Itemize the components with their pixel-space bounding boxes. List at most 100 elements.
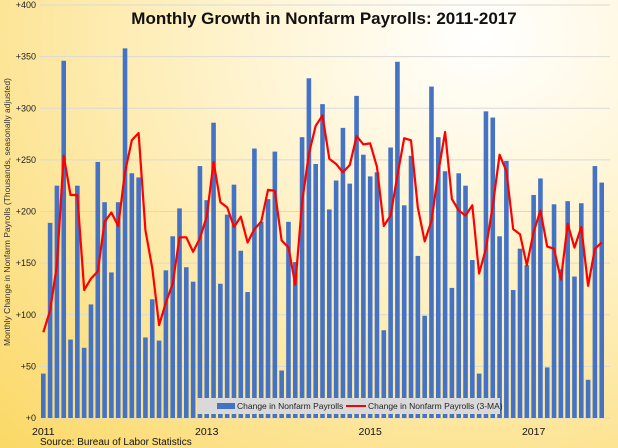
bar (599, 182, 605, 418)
bar (531, 194, 536, 418)
bar (320, 104, 325, 419)
y-tick-labels: +0 +50 +100 +150 +200 +250 +300 +350 +40… (16, 0, 36, 423)
bar (470, 260, 475, 418)
bar (538, 178, 543, 418)
bar (585, 379, 591, 418)
x-tick-label: 2011 (32, 426, 55, 438)
bar (129, 173, 135, 418)
bar (449, 287, 455, 418)
x-tick-labels: 2011 2013 2015 2017 (32, 426, 545, 438)
bar (95, 161, 101, 418)
bar (231, 184, 237, 418)
bar (102, 202, 107, 418)
bar (211, 122, 216, 418)
y-tick-label: +400 (16, 0, 36, 10)
y-axis-title: Monthly Change in Nonfarm Payrolls (Thou… (2, 78, 12, 346)
y-tick-label: +250 (16, 155, 36, 165)
bar (292, 262, 298, 418)
bar (524, 265, 530, 418)
bar (415, 255, 421, 418)
bar (115, 202, 121, 418)
bar (565, 201, 570, 418)
x-tick-label: 2015 (359, 426, 383, 438)
bar (333, 180, 339, 418)
bar (68, 339, 73, 418)
bar (497, 236, 502, 418)
bar (47, 222, 53, 418)
bar-series (41, 48, 605, 419)
bar (272, 151, 278, 419)
bar (592, 166, 598, 418)
bar (252, 148, 257, 418)
bar (218, 283, 223, 418)
y-tick-label: +300 (16, 103, 36, 113)
bar (490, 117, 496, 418)
bar (408, 155, 414, 418)
bar (81, 347, 87, 418)
bar (504, 160, 509, 418)
bar (61, 60, 67, 418)
legend: Change in Nonfarm Payrolls Change in Non… (197, 398, 503, 414)
bar (75, 185, 80, 418)
bar (435, 137, 441, 418)
bar (170, 236, 175, 418)
bar (224, 214, 230, 418)
bar (41, 373, 46, 418)
bar (551, 204, 557, 418)
bar (190, 281, 196, 418)
bar (143, 337, 148, 418)
bar (156, 340, 162, 418)
bar (483, 111, 489, 418)
y-tick-label: +0 (26, 413, 36, 423)
bar (429, 86, 434, 418)
bar (306, 78, 312, 419)
bar (517, 248, 523, 418)
bar (354, 95, 359, 419)
bar (149, 299, 155, 418)
bar (184, 267, 189, 418)
y-tick-label: +100 (16, 310, 36, 320)
x-tick-label: 2017 (522, 426, 546, 438)
bar (374, 172, 380, 418)
bar (286, 221, 291, 418)
bar (476, 373, 482, 418)
bar (367, 176, 373, 418)
y-tick-label: +350 (16, 52, 36, 62)
bar (299, 137, 305, 418)
bar (327, 209, 332, 418)
bar (265, 199, 271, 418)
bar (401, 205, 407, 418)
bar (578, 203, 584, 418)
bar (122, 48, 128, 419)
legend-bar-swatch (217, 403, 235, 409)
chart-title: Monthly Growth in Nonfarm Payrolls: 2011… (131, 9, 516, 28)
gridlines (40, 4, 610, 419)
bar (572, 276, 577, 418)
bar (463, 185, 468, 418)
bar (197, 166, 203, 418)
bar (204, 200, 210, 418)
bar (177, 208, 182, 418)
bar (54, 185, 60, 418)
bar (395, 61, 400, 418)
y-tick-label: +150 (16, 258, 36, 268)
bar (258, 221, 264, 418)
bar (544, 367, 550, 418)
bar (347, 183, 353, 418)
bar (163, 270, 169, 418)
bar (313, 164, 318, 418)
bar (109, 272, 114, 418)
bar (388, 147, 393, 419)
bar (238, 250, 244, 418)
bar (245, 292, 250, 418)
bar (381, 330, 387, 418)
source-note: Source: Bureau of Labor Statistics (40, 437, 192, 448)
bar (422, 315, 427, 418)
bar (456, 173, 462, 418)
bar (442, 171, 448, 418)
bar (88, 304, 94, 418)
bar (361, 154, 366, 418)
x-tick-label: 2013 (195, 426, 219, 438)
